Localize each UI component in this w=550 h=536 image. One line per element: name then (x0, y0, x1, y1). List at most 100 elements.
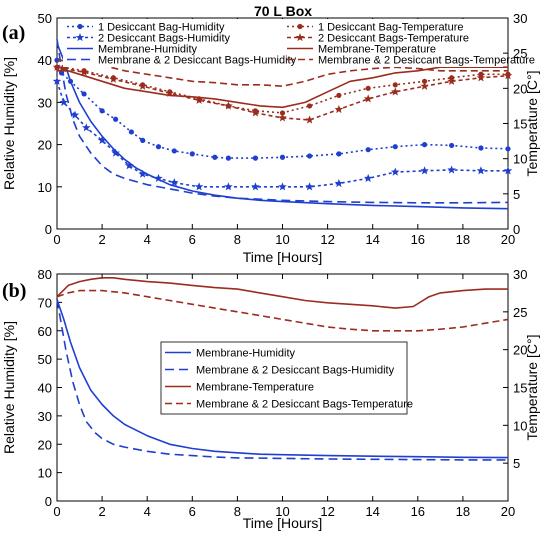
series-line (56, 43, 509, 210)
data-point-circle (81, 91, 87, 97)
data-point-star (82, 123, 91, 132)
legend-label: Membrane & 2 Desiccant Bags-Temperature (318, 55, 535, 67)
y2-tick-label: 5 (513, 456, 520, 471)
y2-tick-label: 15 (513, 117, 527, 132)
data-point-star (79, 67, 89, 76)
data-point-star (334, 178, 344, 188)
data-point-circle (306, 103, 313, 109)
x-tick-label: 8 (234, 504, 241, 519)
data-point-star (476, 166, 486, 175)
y-tick-label: 20 (38, 138, 52, 153)
legend-label: 2 Desiccant Bags-Humidity (98, 33, 231, 45)
series-line (56, 299, 509, 459)
data-point-circle (279, 110, 286, 116)
chart-panel-a: 0 2 4 6 8 10 12 14 16 18 2001020304050051015202530… (1, 11, 540, 265)
x-tick-label: 0 (53, 232, 60, 247)
chart-panel-b: 0 2 4 6 8 10 12 14 16 18 20 0 10 20 30 40 50 60 70 80 5 10 15 2… (1, 267, 540, 531)
y2-tick-label: 25 (513, 305, 527, 320)
x-tick-label: 2 (98, 232, 105, 247)
x-tick-label: 20 (501, 232, 515, 247)
data-point-star (138, 169, 147, 178)
legend-marker-star (295, 33, 305, 42)
legend-label: Membrane-Humidity (196, 348, 296, 360)
x-tick-label: 2 (98, 504, 105, 519)
data-point-star (420, 81, 429, 90)
series-line (57, 66, 508, 114)
legend-box (63, 19, 503, 67)
series-line (56, 59, 509, 159)
data-point-star (391, 87, 400, 96)
y-tick-label: 0 (45, 222, 52, 237)
data-point-circle (252, 155, 259, 161)
data-point-star (52, 62, 62, 71)
data-point-star (194, 182, 204, 191)
data-point-circle (99, 108, 105, 114)
x-axis-title: Time [Hours] (243, 515, 323, 531)
y-tick-label: 30 (38, 409, 52, 424)
y-tick-label: 40 (38, 381, 52, 396)
x-tick-label: 6 (189, 232, 196, 247)
y2-tick-label: 5 (513, 187, 520, 202)
legend-label: Membrane-Temperature (318, 44, 436, 56)
x-tick-label: 14 (365, 232, 379, 247)
figure-title: 70 L Box (254, 3, 312, 19)
legend-label: Membrane-Humidity (98, 44, 198, 56)
y2-tick-label: 10 (513, 418, 527, 433)
data-point-circle (336, 151, 342, 157)
x-tick-label: 12 (320, 504, 334, 519)
x-tick-label: 16 (411, 232, 425, 247)
data-point-star (503, 71, 513, 80)
y-tick-label: 70 (38, 295, 52, 310)
y-tick-label: 50 (38, 11, 52, 26)
y2-tick-label: 30 (513, 267, 527, 282)
x-tick-label: 10 (275, 232, 289, 247)
data-point-star (194, 95, 204, 104)
data-point-star (154, 173, 163, 182)
data-point-circle (421, 142, 428, 148)
y2-tick-label: 20 (513, 81, 527, 96)
data-point-star (476, 73, 486, 82)
panel-label-a: (a) (2, 22, 25, 44)
y2-axis-title: Temperature [C°] (524, 71, 540, 177)
y2-tick-label: 25 (513, 46, 527, 61)
data-point-star (124, 161, 134, 170)
data-point-star (59, 64, 68, 73)
data-point-star (59, 97, 68, 106)
legend-box (160, 341, 408, 415)
legend-label: Membrane & 2 Desiccant Bags-Temperature (196, 399, 413, 411)
data-point-star (447, 165, 456, 174)
legend-label: 1 Desiccant Bag-Temperature (318, 22, 464, 34)
legend-label: Membrane & 2 Desiccant Bags-Humidity (196, 365, 395, 377)
series-line (56, 66, 509, 121)
data-point-star (97, 135, 107, 144)
y2-axis-title: Temperature [C°] (524, 335, 540, 441)
data-point-star (363, 94, 373, 103)
y-tick-label: 10 (38, 466, 52, 481)
y-tick-label: 50 (38, 352, 52, 367)
legend-label: 1 Desiccant Bag-Humidity (98, 22, 225, 34)
y-tick-label: 0 (45, 494, 52, 509)
data-point-star (138, 81, 147, 90)
x-tick-label: 0 (53, 504, 60, 519)
data-point-star (170, 178, 179, 187)
data-point-circle (128, 129, 135, 135)
data-point-circle (392, 82, 398, 88)
x-tick-label: 18 (456, 232, 470, 247)
y2-tick-label: 20 (513, 343, 527, 358)
x-tick-label: 4 (144, 504, 151, 519)
x-tick-label: 6 (189, 504, 196, 519)
data-point-circle (365, 85, 371, 91)
data-point-circle (155, 144, 162, 150)
x-tick-label: 4 (144, 232, 151, 247)
data-point-star (503, 166, 513, 175)
data-point-star (420, 166, 429, 175)
x-tick-label: 16 (411, 504, 425, 519)
series-line (56, 289, 509, 332)
y-tick-label: 10 (38, 180, 52, 195)
data-point-circle (365, 147, 371, 153)
data-point-star (278, 113, 287, 122)
y-tick-label: 40 (38, 53, 52, 68)
y-axis-title: Relative Humidity [%] (1, 321, 17, 454)
data-point-star (334, 104, 344, 114)
